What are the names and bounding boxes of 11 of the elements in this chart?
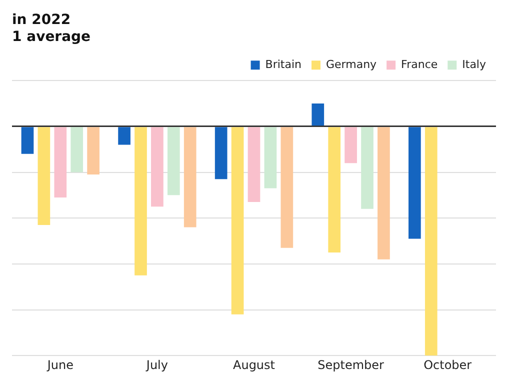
chart-subtitle: 1 average: [12, 28, 91, 45]
x-tick-label: September: [318, 358, 384, 372]
x-tick-label: July: [145, 358, 168, 372]
x-tick-label: August: [233, 358, 276, 372]
chart-title: in 2022: [12, 12, 71, 28]
legend-label: Germany: [326, 58, 378, 71]
legend-label: France: [401, 58, 438, 71]
x-tick-label: October: [424, 358, 472, 372]
x-tick-label: June: [46, 358, 74, 372]
legend-label: Italy: [462, 58, 486, 71]
legend-label: Britain: [265, 58, 302, 71]
